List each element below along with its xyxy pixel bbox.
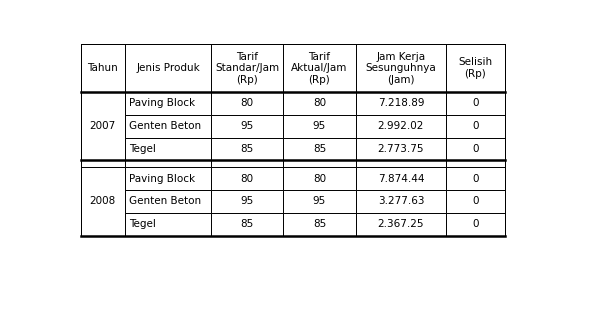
Text: 2008: 2008 (90, 196, 116, 206)
Bar (211, 44, 283, 92)
Text: 85: 85 (313, 219, 326, 229)
Text: 7.218.89: 7.218.89 (377, 98, 424, 108)
Bar (211, 92, 283, 115)
Bar (356, 213, 447, 236)
Text: 0: 0 (472, 196, 479, 206)
Bar (81, 92, 125, 160)
Bar (283, 92, 356, 115)
Bar (356, 138, 447, 160)
Bar (447, 160, 505, 167)
Text: 95: 95 (240, 196, 254, 206)
Text: 80: 80 (240, 174, 254, 183)
Text: 2.367.25: 2.367.25 (377, 219, 424, 229)
Bar (125, 167, 211, 190)
Bar (125, 190, 211, 213)
Bar (125, 138, 211, 160)
Text: 2007: 2007 (90, 121, 116, 131)
Text: Selisih
(Rp): Selisih (Rp) (459, 57, 493, 79)
Bar (283, 115, 356, 138)
Text: Tarif
Aktual/Jam
(Rp): Tarif Aktual/Jam (Rp) (291, 52, 347, 85)
Text: 80: 80 (240, 98, 254, 108)
Bar (283, 160, 356, 167)
Bar (211, 138, 283, 160)
Bar (447, 115, 505, 138)
Bar (125, 160, 211, 167)
Bar (211, 160, 283, 167)
Bar (356, 167, 447, 190)
Bar (356, 115, 447, 138)
Text: 85: 85 (313, 144, 326, 154)
Bar (356, 44, 447, 92)
Text: 3.277.63: 3.277.63 (377, 196, 424, 206)
Bar (447, 44, 505, 92)
Text: 0: 0 (472, 219, 479, 229)
Text: 0: 0 (472, 144, 479, 154)
Bar (81, 44, 125, 92)
Bar (81, 160, 125, 167)
Bar (125, 92, 211, 115)
Text: Jam Kerja
Sesunguhnya
(Jam): Jam Kerja Sesunguhnya (Jam) (365, 52, 436, 85)
Text: Tahun: Tahun (88, 63, 118, 73)
Bar (283, 190, 356, 213)
Text: Tarif
Standar/Jam
(Rp): Tarif Standar/Jam (Rp) (215, 52, 279, 85)
Text: Tegel: Tegel (129, 144, 156, 154)
Bar (447, 92, 505, 115)
Bar (81, 167, 125, 236)
Bar (125, 115, 211, 138)
Bar (125, 213, 211, 236)
Bar (447, 213, 505, 236)
Bar (211, 190, 283, 213)
Text: 95: 95 (313, 196, 326, 206)
Text: 80: 80 (313, 98, 326, 108)
Bar (283, 167, 356, 190)
Bar (211, 115, 283, 138)
Text: Genten Beton: Genten Beton (129, 121, 201, 131)
Bar (356, 190, 447, 213)
Text: 2.992.02: 2.992.02 (378, 121, 424, 131)
Text: Jenis Produk: Jenis Produk (136, 63, 200, 73)
Bar (283, 138, 356, 160)
Text: 7.874.44: 7.874.44 (377, 174, 424, 183)
Bar (211, 167, 283, 190)
Text: 0: 0 (472, 174, 479, 183)
Text: 85: 85 (240, 219, 254, 229)
Text: 0: 0 (472, 98, 479, 108)
Bar (283, 213, 356, 236)
Text: Paving Block: Paving Block (129, 174, 195, 183)
Text: Paving Block: Paving Block (129, 98, 195, 108)
Text: 0: 0 (472, 121, 479, 131)
Text: 85: 85 (240, 144, 254, 154)
Text: Genten Beton: Genten Beton (129, 196, 201, 206)
Bar (356, 160, 447, 167)
Bar (447, 138, 505, 160)
Bar (211, 213, 283, 236)
Bar (447, 190, 505, 213)
Bar (447, 167, 505, 190)
Text: 80: 80 (313, 174, 326, 183)
Text: 95: 95 (240, 121, 254, 131)
Text: 2.773.75: 2.773.75 (377, 144, 424, 154)
Bar (356, 92, 447, 115)
Bar (283, 44, 356, 92)
Bar (125, 44, 211, 92)
Text: 95: 95 (313, 121, 326, 131)
Text: Tegel: Tegel (129, 219, 156, 229)
